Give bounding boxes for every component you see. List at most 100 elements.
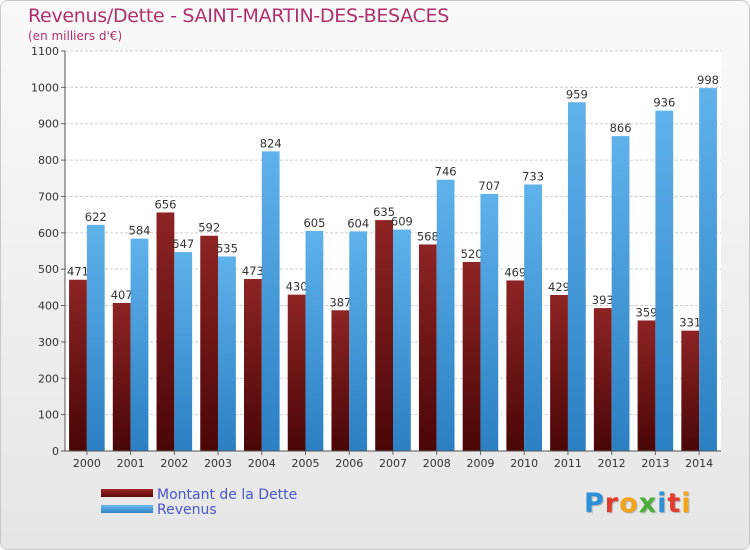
bar-dette: [112, 303, 131, 451]
x-tick-label: 2014: [685, 457, 713, 470]
bar-revenus: [524, 184, 542, 452]
data-label-revenus: 998: [697, 73, 719, 87]
data-label-revenus: 584: [129, 224, 151, 238]
bar-revenus: [655, 110, 674, 452]
y-tick-label: 700: [38, 190, 59, 203]
bar-revenus: [349, 231, 368, 451]
data-label-dette: 429: [548, 280, 570, 294]
legend-label-revenus: Revenus: [157, 502, 217, 518]
bar-dette: [550, 295, 568, 451]
data-label-revenus: 936: [653, 96, 675, 110]
y-tick-label: 1100: [31, 45, 59, 58]
data-label-dette: 656: [154, 197, 176, 211]
data-label-revenus: 824: [260, 136, 282, 150]
bar-revenus: [567, 102, 586, 451]
bar-dette: [69, 279, 87, 451]
logo-letter: o: [619, 488, 639, 519]
bar-dette: [375, 220, 393, 451]
x-tick-label: 2012: [598, 457, 626, 470]
data-label-revenus: 547: [172, 237, 194, 251]
x-tick-label: 2005: [292, 457, 320, 470]
x-tick-label: 2004: [248, 457, 276, 470]
data-label-dette: 568: [417, 229, 439, 243]
x-tick-label: 2007: [379, 457, 407, 470]
y-tick-label: 100: [38, 409, 59, 422]
data-label-dette: 469: [504, 265, 526, 279]
proxiti-logo: Proxiti: [584, 488, 692, 519]
legend-label-dette: Montant de la Dette: [157, 487, 298, 503]
data-label-revenus: 605: [303, 216, 325, 230]
data-label-dette: 331: [679, 316, 701, 330]
y-tick-label: 500: [38, 263, 59, 276]
logo-letter: t: [667, 488, 682, 519]
bar-revenus: [130, 238, 149, 451]
x-tick-label: 2006: [335, 457, 363, 470]
data-label-revenus: 733: [522, 169, 544, 183]
logo-letter: i: [657, 488, 668, 519]
data-label-dette: 471: [67, 265, 89, 279]
bar-dette: [637, 320, 656, 451]
bar-revenus: [174, 252, 193, 451]
data-label-revenus: 959: [566, 87, 588, 101]
bar-dette: [462, 261, 481, 451]
bar-revenus: [393, 229, 411, 451]
bar-dette: [681, 330, 700, 451]
data-label-revenus: 535: [216, 241, 238, 255]
data-label-dette: 473: [242, 264, 264, 278]
bar-dette: [331, 310, 350, 451]
bar-revenus: [611, 136, 630, 451]
bar-revenus: [699, 88, 717, 451]
data-label-dette: 430: [286, 280, 308, 294]
bar-dette: [200, 235, 219, 451]
x-tick-label: 2001: [117, 457, 145, 470]
bar-dette: [593, 308, 612, 451]
data-label-revenus: 707: [478, 179, 500, 193]
chart-subtitle: (en milliers d'€): [28, 29, 123, 43]
x-tick-label: 2002: [160, 457, 188, 470]
bar-dette: [418, 244, 437, 451]
bar-revenus: [305, 231, 324, 451]
y-tick-label: 200: [38, 372, 59, 385]
bar-dette: [287, 294, 306, 451]
data-label-dette: 635: [373, 205, 395, 219]
bar-revenus: [86, 224, 105, 451]
logo-letter: i: [681, 488, 692, 519]
y-tick-label: 0: [52, 445, 59, 458]
y-tick-label: 400: [38, 300, 59, 313]
x-tick-label: 2000: [73, 457, 101, 470]
data-label-revenus: 622: [85, 210, 107, 224]
bar-dette: [244, 279, 262, 451]
data-label-revenus: 609: [391, 215, 413, 229]
bar-dette: [156, 212, 175, 451]
logo-letter: P: [584, 488, 605, 519]
legend-swatch-revenus: [101, 505, 153, 513]
data-label-revenus: 866: [610, 121, 632, 135]
y-tick-label: 1000: [31, 81, 59, 94]
data-label-revenus: 604: [347, 216, 369, 230]
x-tick-label: 2003: [204, 457, 232, 470]
data-label-revenus: 746: [435, 165, 457, 179]
data-label-dette: 407: [111, 288, 133, 302]
y-tick-label: 800: [38, 154, 59, 167]
bar-revenus: [261, 151, 280, 451]
y-tick-label: 600: [38, 227, 59, 240]
bar-dette: [506, 280, 525, 451]
y-tick-label: 300: [38, 336, 59, 349]
bar-revenus: [480, 193, 499, 451]
data-label-dette: 592: [198, 221, 220, 235]
data-label-dette: 520: [461, 247, 483, 261]
bar-revenus: [436, 179, 455, 451]
logo-letter: x: [638, 488, 658, 519]
x-tick-label: 2013: [641, 457, 669, 470]
data-label-dette: 359: [636, 305, 658, 319]
x-tick-label: 2008: [423, 457, 451, 470]
logo-letter: r: [604, 488, 620, 519]
x-tick-label: 2011: [554, 457, 582, 470]
legend-swatch-dette: [101, 489, 153, 497]
data-label-dette: 387: [329, 295, 351, 309]
x-tick-label: 2010: [510, 457, 538, 470]
x-tick-label: 2009: [466, 457, 494, 470]
data-label-dette: 393: [592, 293, 614, 307]
